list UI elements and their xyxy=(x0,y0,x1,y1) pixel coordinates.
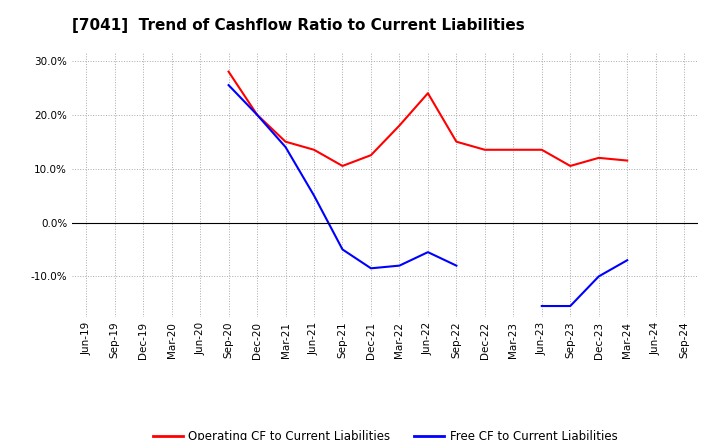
Legend: Operating CF to Current Liabilities, Free CF to Current Liabilities: Operating CF to Current Liabilities, Fre… xyxy=(148,426,622,440)
Text: [7041]  Trend of Cashflow Ratio to Current Liabilities: [7041] Trend of Cashflow Ratio to Curren… xyxy=(72,18,525,33)
